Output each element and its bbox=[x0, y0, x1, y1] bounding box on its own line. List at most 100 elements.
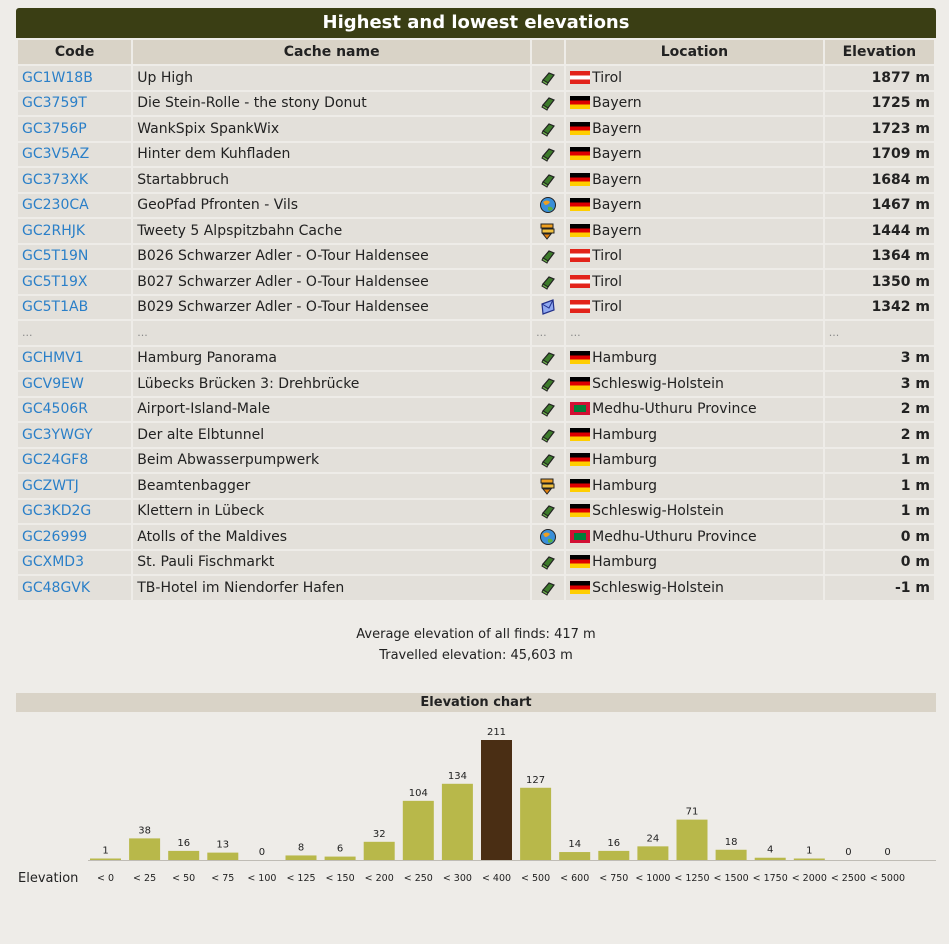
cache-code-link[interactable]: GC5T19X bbox=[22, 273, 88, 290]
chart-bar bbox=[559, 851, 591, 860]
cache-code-link[interactable]: GC26999 bbox=[22, 528, 88, 545]
cache-code-link[interactable]: GCV9EW bbox=[22, 375, 84, 392]
cell-code: GC5T19N bbox=[18, 244, 132, 268]
location-label: Bayern bbox=[592, 171, 642, 188]
chart-bar bbox=[441, 783, 473, 860]
chart-data-label: 104 bbox=[409, 787, 428, 798]
traditional-cache-icon bbox=[540, 376, 556, 392]
location-label: Medhu-Uthuru Province bbox=[592, 528, 757, 545]
chart-tick-label: < 25 bbox=[133, 873, 156, 884]
chart-background bbox=[16, 711, 936, 888]
cell-name: B029 Schwarzer Adler - O-Tour Haldensee bbox=[133, 295, 531, 319]
cell-name: WankSpix SpankWix bbox=[133, 117, 531, 141]
table-row: GC5T1AB B029 Schwarzer Adler - O-Tour Hal… bbox=[18, 295, 934, 319]
multi-cache-icon bbox=[539, 477, 557, 495]
cache-code-link[interactable]: GC1W18B bbox=[22, 69, 93, 86]
cell-code: GC3756P bbox=[18, 117, 132, 141]
cache-code-link[interactable]: GC3KD2G bbox=[22, 503, 92, 520]
flag-de-icon bbox=[570, 376, 591, 390]
chart-bar bbox=[676, 819, 708, 860]
cell-type bbox=[532, 576, 565, 600]
cell-type bbox=[532, 193, 565, 217]
cache-code-link[interactable]: GC5T1AB bbox=[22, 299, 89, 316]
cell-elevation: 3 m bbox=[824, 346, 934, 370]
cache-code-link[interactable]: GC4506R bbox=[22, 401, 88, 418]
cell-type bbox=[532, 91, 565, 115]
cell-code: GC3YWGY bbox=[18, 423, 132, 447]
chart-bar bbox=[715, 849, 747, 860]
cell-type bbox=[532, 372, 565, 396]
column-header-name: Cache name bbox=[133, 40, 531, 64]
cache-code-link[interactable]: GC48GVK bbox=[22, 579, 91, 596]
chart-bar bbox=[324, 856, 356, 860]
cache-code-link[interactable]: GC5T19N bbox=[22, 248, 89, 265]
cache-code-link[interactable]: GCXMD3 bbox=[22, 554, 84, 571]
cell-type bbox=[532, 397, 565, 421]
elevation-stats-panel: Highest and lowest elevations Code Cache… bbox=[16, 8, 936, 888]
chart-data-label: 16 bbox=[177, 837, 190, 848]
location-label: Medhu-Uthuru Province bbox=[592, 401, 757, 418]
cell-elevation: 1709 m bbox=[824, 142, 934, 166]
cell-name: Startabbruch bbox=[133, 168, 531, 192]
cache-code-link[interactable]: GC24GF8 bbox=[22, 452, 89, 469]
cache-code-link[interactable]: GCHMV1 bbox=[22, 350, 84, 367]
flag-de-icon bbox=[570, 504, 591, 518]
table-row: GC3KD2G Klettern in Lübeck Schleswig-Holst… bbox=[18, 499, 934, 523]
cache-code-link[interactable]: GC2RHJK bbox=[22, 222, 86, 239]
cell-name: Klettern in Lübeck bbox=[133, 499, 531, 523]
cache-code-link[interactable]: GC3V5AZ bbox=[22, 146, 90, 163]
flag-de-icon bbox=[570, 453, 591, 467]
cell-type bbox=[532, 168, 565, 192]
table-header-row: Code Cache name Location Elevation bbox=[18, 40, 934, 64]
cell-location: Hamburg bbox=[566, 550, 823, 574]
cache-code-link[interactable]: GC3756P bbox=[22, 120, 87, 137]
traditional-cache-icon bbox=[540, 274, 556, 290]
chart-tick-label: < 100 bbox=[247, 873, 276, 884]
cell-location: Bayern bbox=[566, 193, 823, 217]
cache-code-link[interactable]: GC3YWGY bbox=[22, 426, 93, 443]
column-header-elevation: Elevation bbox=[824, 40, 934, 64]
cell-type bbox=[532, 219, 565, 243]
cell-type bbox=[532, 142, 565, 166]
table-row: GC373XK Startabbruch Bayern 1684 m bbox=[18, 168, 934, 192]
cell-name: ... bbox=[133, 321, 531, 345]
cell-location: Schleswig-Holstein bbox=[566, 576, 823, 600]
table-row: GC3V5AZ Hinter dem Kuhfladen Bayern 1709 m bbox=[18, 142, 934, 166]
location-label: Hamburg bbox=[592, 350, 658, 367]
cache-code-link[interactable]: GC373XK bbox=[22, 171, 89, 188]
chart-data-label: 16 bbox=[607, 837, 620, 848]
chart-bar bbox=[520, 787, 552, 860]
table-row: GC3756P WankSpix SpankWix Bayern 1723 m bbox=[18, 117, 934, 141]
cell-location: Medhu-Uthuru Province bbox=[566, 397, 823, 421]
cache-code-link[interactable]: GC230CA bbox=[22, 197, 89, 214]
cell-elevation: 1444 m bbox=[824, 219, 934, 243]
chart-tick-label: < 1750 bbox=[753, 873, 788, 884]
location-label: Tirol bbox=[592, 299, 623, 316]
flag-de-icon bbox=[570, 223, 591, 237]
cell-elevation: 1 m bbox=[824, 448, 934, 472]
cache-code-link[interactable]: GC3759T bbox=[22, 95, 87, 112]
table-row: GC26999 Atolls of the Maldives Medhu-Uthur… bbox=[18, 525, 934, 549]
table-row: GCXMD3 St. Pauli Fischmarkt Hamburg 0 m bbox=[18, 550, 934, 574]
flag-de-icon bbox=[570, 427, 591, 441]
cell-name: Up High bbox=[133, 66, 531, 90]
chart-bar bbox=[168, 850, 200, 860]
table-gap-row: ............... bbox=[18, 321, 934, 345]
cell-code: GCZWTJ bbox=[18, 474, 132, 498]
flag-at-icon bbox=[570, 249, 591, 263]
chart-data-label: 1 bbox=[806, 845, 812, 856]
table-row: GCV9EW Lübecks Brücken 3: Drehbrücke Schle… bbox=[18, 372, 934, 396]
flag-at-icon bbox=[570, 274, 591, 288]
cell-type bbox=[532, 117, 565, 141]
cell-elevation: 0 m bbox=[824, 550, 934, 574]
cache-code-link[interactable]: GCZWTJ bbox=[22, 477, 79, 494]
cell-code: GC1W18B bbox=[18, 66, 132, 90]
location-label: Bayern bbox=[592, 197, 642, 214]
chart-data-label: 0 bbox=[259, 847, 265, 858]
cell-code: GC230CA bbox=[18, 193, 132, 217]
elevation-table: Code Cache name Location Elevation GC1W1… bbox=[16, 38, 936, 602]
location-label: Hamburg bbox=[592, 554, 658, 571]
location-label: Tirol bbox=[592, 273, 623, 290]
chart-bar bbox=[90, 858, 121, 860]
table-row: GC230CA GeoPfad Pfronten - Vils Bayern 1467… bbox=[18, 193, 934, 217]
